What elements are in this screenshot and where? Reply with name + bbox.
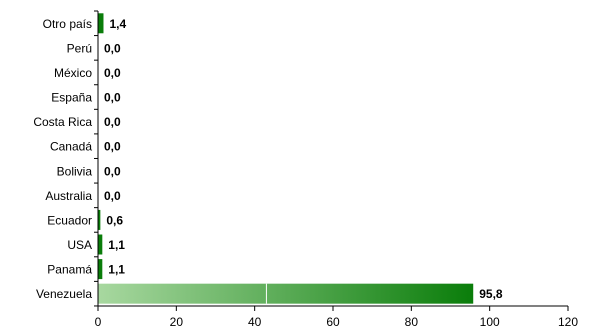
x-tick-label: 120 (558, 315, 578, 329)
category-label: Canadá (50, 140, 92, 154)
bar-usa (98, 234, 103, 255)
category-label: USA (67, 238, 92, 252)
bar-venezuela (98, 283, 474, 304)
axes-group (94, 10, 569, 311)
value-label: 1,1 (108, 263, 125, 277)
category-label: España (51, 91, 92, 105)
value-label: 0,0 (104, 189, 121, 203)
labels-group: Otro país 1,4 Perú 0,0 México 0,0 España 0,0 Cos… (33, 17, 578, 329)
category-label: Perú (67, 41, 92, 55)
value-label: 0,0 (104, 140, 121, 154)
value-label: 1,4 (109, 17, 126, 31)
category-label: Otro país (43, 17, 92, 31)
x-tick-label: 0 (95, 315, 102, 329)
value-label: 0,0 (104, 66, 121, 80)
value-label: 95,8 (479, 287, 503, 301)
value-label: 0,0 (104, 41, 121, 55)
category-label: Ecuador (47, 213, 92, 227)
value-label: 0,6 (106, 213, 123, 227)
value-label: 0,0 (104, 91, 121, 105)
category-label: Costa Rica (33, 115, 92, 129)
category-label: Panamá (47, 263, 92, 277)
value-label: 0,0 (104, 115, 121, 129)
x-tick-label: 40 (248, 315, 262, 329)
bar-ecuador (98, 209, 101, 230)
bars-group (98, 13, 474, 304)
value-label: 0,0 (104, 164, 121, 178)
x-tick-label: 60 (326, 315, 340, 329)
value-label: 1,1 (108, 238, 125, 252)
category-label: Venezuela (36, 287, 92, 301)
category-label: Australia (45, 189, 92, 203)
bar-panamá (98, 259, 103, 280)
bar-otro-país (98, 13, 104, 34)
x-tick-label: 100 (480, 315, 500, 329)
x-tick-label: 20 (170, 315, 184, 329)
category-label: México (54, 66, 92, 80)
category-label: Bolivia (57, 164, 93, 178)
x-tick-label: 80 (405, 315, 419, 329)
